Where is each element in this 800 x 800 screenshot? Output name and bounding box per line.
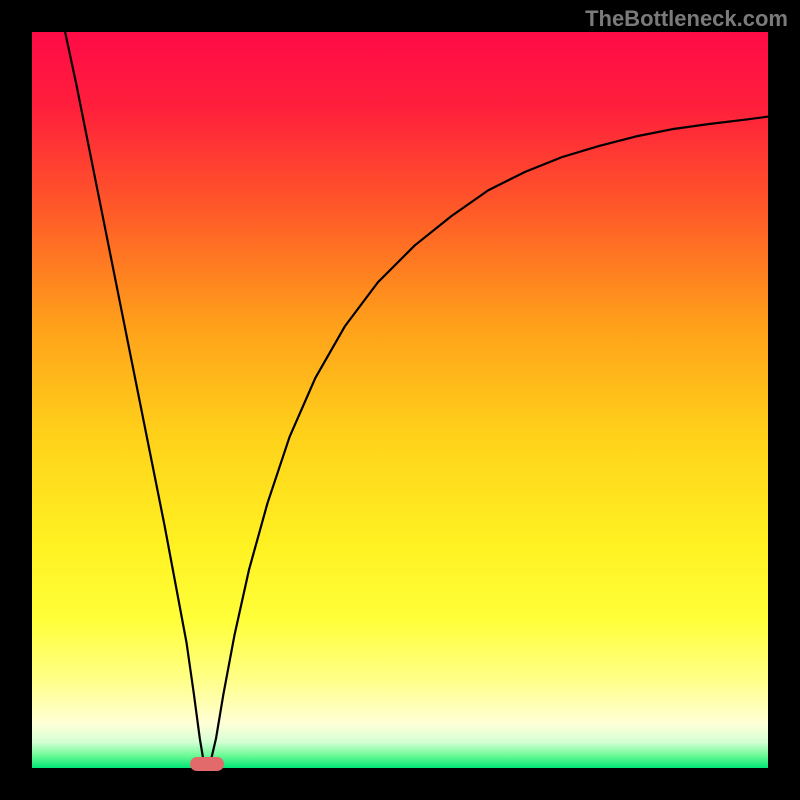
ideal-point-marker — [190, 757, 224, 771]
plot-area — [32, 32, 768, 768]
bottleneck-curve-svg — [32, 32, 768, 768]
watermark-text: TheBottleneck.com — [585, 6, 788, 32]
bottleneck-curve — [65, 32, 768, 768]
